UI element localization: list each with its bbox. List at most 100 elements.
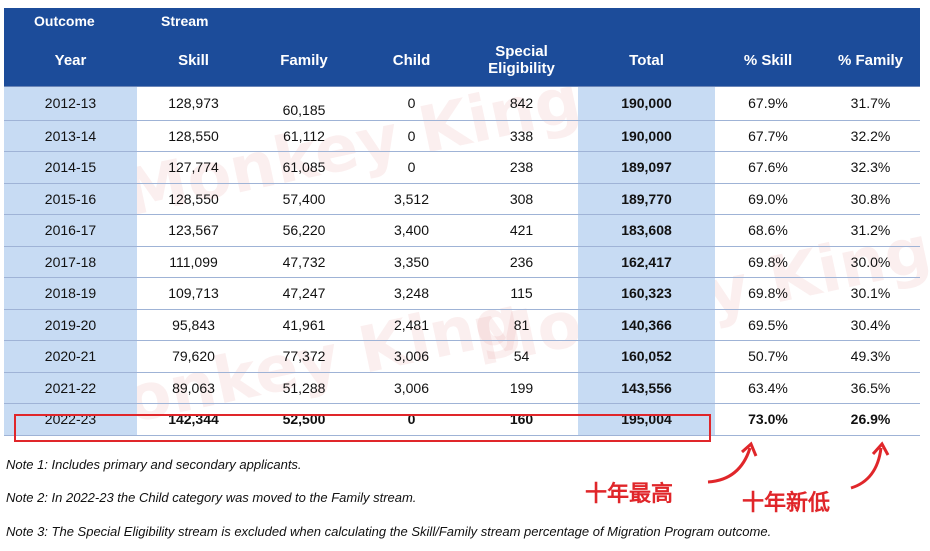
arrow-to-family-icon [850,441,890,490]
col-header-total: Total [578,34,715,87]
cell-pct-family: 31.7% [821,86,921,121]
cell-year: 2018-19 [4,277,137,310]
cell-total: 183,608 [578,214,715,247]
cell-special-eligibility: 421 [465,214,578,247]
cell-skill: 123,567 [137,214,250,247]
cell-pct-skill: 63.4% [715,372,821,404]
cell-child: 0 [358,86,465,121]
note-1: Note 1: Includes primary and secondary a… [6,457,302,472]
cell-total: 160,323 [578,277,715,310]
cell-pct-skill: 67.6% [715,151,821,184]
col-header-child: Child [358,34,465,87]
cell-family: 47,732 [250,246,358,278]
cell-special-eligibility: 54 [465,340,578,373]
table-row: 2019-20 95,843 41,961 2,481 81 140,366 69.5% 30… [4,309,921,341]
col-header-skill: Skill [137,34,250,87]
col-header-family: Family [250,34,358,87]
cell-skill: 89,063 [137,372,250,404]
cell-pct-family: 31.2% [821,214,921,247]
cell-total: 143,556 [578,372,715,404]
cell-pct-family: 49.3% [821,340,921,373]
cell-year: 2019-20 [4,309,137,341]
table-row: 2017-18 111,099 47,732 3,350 236 162,417 69.8%… [4,246,921,278]
col-header-special-eligibility: Special Eligibility [465,34,578,87]
cell-pct-family: 30.0% [821,246,921,278]
table-row: 2020-21 79,620 77,372 3,006 54 160,052 50.7% 49… [4,340,921,373]
cell-skill: 128,973 [137,86,250,121]
cell-pct-family: 32.2% [821,120,921,152]
cell-family: 41,961 [250,309,358,341]
cell-pct-skill: 73.0% [715,403,821,436]
cell-year: 2015-16 [4,183,137,215]
cell-child: 3,400 [358,214,465,247]
cell-family: 77,372 [250,340,358,373]
cell-child: 3,350 [358,246,465,278]
cell-special-eligibility: 842 [465,86,578,121]
cell-pct-skill: 69.8% [715,246,821,278]
cell-child: 0 [358,151,465,184]
table-row: 2012-13 128,973 60,185 0 842 190,000 67.9% 31.7… [4,86,921,121]
cell-skill: 128,550 [137,120,250,152]
cell-total: 162,417 [578,246,715,278]
highlight-2022-23-box [14,414,711,442]
col-header-year: Year [4,34,137,87]
cell-total: 189,770 [578,183,715,215]
cell-pct-skill: 50.7% [715,340,821,373]
table-row: 2022-23 142,344 52,500 0 160 195,004 73.0% 26.9… [4,403,921,436]
cell-child: 0 [358,120,465,152]
stream-header-row: Outcome Stream [4,8,921,34]
cell-pct-family: 30.1% [821,277,921,310]
annotation-decade-low: 十年新低 [742,491,831,516]
cell-special-eligibility: 199 [465,372,578,404]
cell-special-eligibility: 308 [465,183,578,215]
cell-pct-family: 30.4% [821,309,921,341]
cell-family: 61,112 [250,120,358,152]
cell-special-eligibility: 81 [465,309,578,341]
outcome-header: Outcome [4,8,137,34]
cell-pct-skill: 67.7% [715,120,821,152]
cell-child: 0 [358,403,465,436]
cell-skill: 95,843 [137,309,250,341]
cell-family: 47,247 [250,277,358,310]
cell-year: 2012-13 [4,86,137,121]
table-row: 2013-14 128,550 61,112 0 338 190,000 67.7% 32.2… [4,120,921,152]
cell-total: 160,052 [578,340,715,373]
cell-special-eligibility: 236 [465,246,578,278]
cell-child: 3,006 [358,340,465,373]
col-header-pct-skill: % Skill [715,34,821,87]
table-row: 2016-17 123,567 56,220 3,400 421 183,608 68.6%… [4,214,921,247]
cell-pct-skill: 69.8% [715,277,821,310]
cell-skill: 79,620 [137,340,250,373]
cell-pct-family: 32.3% [821,151,921,184]
cell-pct-skill: 69.0% [715,183,821,215]
cell-special-eligibility: 338 [465,120,578,152]
cell-total: 190,000 [578,120,715,152]
cell-year: 2013-14 [4,120,137,152]
cell-skill: 109,713 [137,277,250,310]
cell-special-eligibility: 115 [465,277,578,310]
cell-total: 140,366 [578,309,715,341]
note-2: Note 2: In 2022-23 the Child category wa… [6,490,417,505]
cell-family: 56,220 [250,214,358,247]
cell-skill: 128,550 [137,183,250,215]
cell-child: 3,512 [358,183,465,215]
cell-child: 3,006 [358,372,465,404]
cell-year: 2017-18 [4,246,137,278]
cell-total: 190,000 [578,86,715,121]
cell-skill: 142,344 [137,403,250,436]
cell-pct-family: 26.9% [821,403,921,436]
cell-year: 2016-17 [4,214,137,247]
cell-pct-skill: 68.6% [715,214,821,247]
cell-family: 60,185 [250,86,358,121]
cell-total: 189,097 [578,151,715,184]
arrow-to-skill-icon [707,441,758,484]
cell-skill: 127,774 [137,151,250,184]
data-table: Outcome Stream Year Skill Family Child Speci… [4,8,921,436]
cell-skill: 111,099 [137,246,250,278]
column-header-row: Year Skill Family Child Special Eligibility T… [4,34,921,87]
table-row: 2015-16 128,550 57,400 3,512 308 189,770 69.0%… [4,183,921,215]
cell-special-eligibility: 238 [465,151,578,184]
note-3: Note 3: The Special Eligibility stream i… [6,524,772,539]
cell-family: 52,500 [250,403,358,436]
table-body: 2012-13 128,973 60,185 0 842 190,000 67.9% 31.7… [4,86,921,436]
